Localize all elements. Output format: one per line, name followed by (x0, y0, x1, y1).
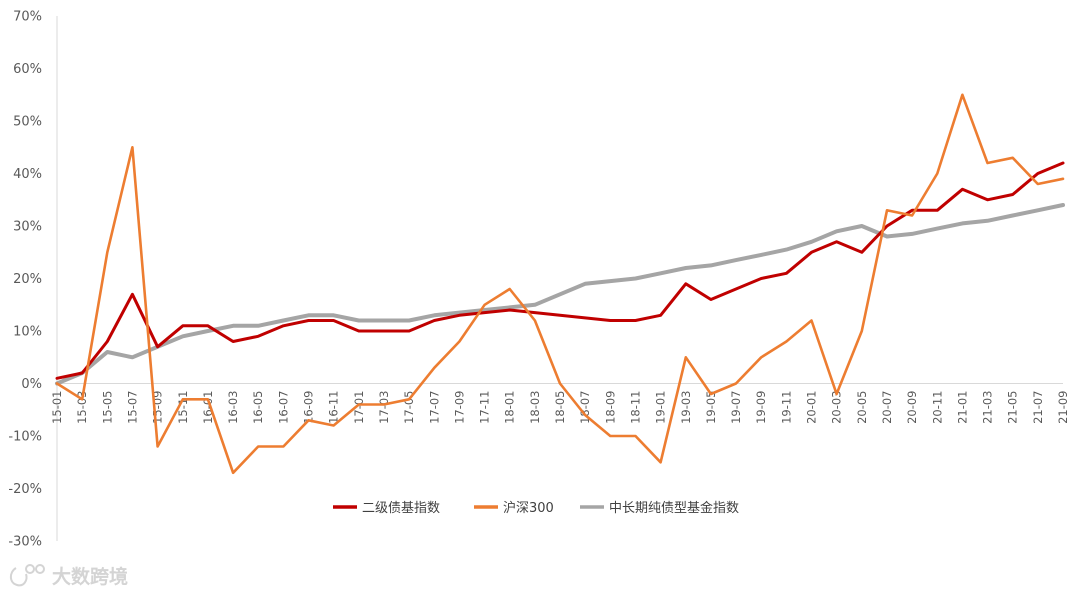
y-tick-label: 40% (13, 167, 42, 182)
x-tick-label: 17-01 (352, 391, 366, 424)
x-tick-label: 19-07 (729, 391, 743, 424)
x-tick-label: 16-11 (327, 391, 341, 424)
series-line-1 (55, 161, 1065, 380)
x-tick-label: 20-09 (905, 391, 919, 424)
x-tick-label: 19-05 (704, 391, 718, 424)
x-tick-label: 16-05 (251, 391, 265, 424)
legend-label: 沪深300 (503, 500, 554, 516)
x-tick-labels: 15-01 15-03 15-05 15-07 15-09 15-11 16-01 16-03… (50, 390, 1070, 423)
x-tick-label: 19-11 (779, 391, 793, 424)
x-tick-label: 20-03 (830, 391, 844, 424)
y-tick-label: -30% (8, 535, 42, 550)
watermark-logo-icon (9, 564, 45, 587)
x-tick-label: 21-01 (955, 391, 969, 424)
y-tick-label: 10% (13, 325, 42, 340)
x-tick-label: 15-05 (100, 391, 114, 424)
x-tick-label: 18-11 (628, 391, 642, 424)
legend: 二级债基指数 沪深300 中长期纯债型基金指数 (333, 500, 739, 516)
x-tick-label: 16-09 (302, 391, 316, 424)
x-tick-label: 19-03 (679, 391, 693, 424)
x-tick-label: 20-01 (805, 391, 819, 424)
y-tick-label: 50% (13, 115, 42, 130)
x-tick-label: 17-11 (478, 391, 492, 424)
x-tick-label: 18-07 (578, 391, 592, 424)
x-tick-label: 16-07 (276, 391, 290, 424)
x-tick-label: 17-05 (402, 391, 416, 424)
x-tick-label: 17-03 (377, 391, 391, 424)
x-tick-label: 21-05 (1006, 390, 1020, 423)
x-tick-label: 19-01 (654, 391, 668, 424)
y-tick-label: 70% (13, 10, 42, 25)
watermark-text: 大数跨境 (52, 565, 128, 588)
x-tick-label: 20-07 (880, 391, 894, 424)
legend-label: 中长期纯债型基金指数 (609, 500, 739, 516)
x-tick-label: 19-09 (754, 391, 768, 424)
x-tick-label: 17-07 (427, 391, 441, 424)
x-tick-label: 21-07 (1031, 391, 1045, 424)
y-tick-label: -20% (8, 482, 42, 497)
legend-label: 二级债基指数 (362, 501, 440, 516)
x-tick-label: 21-03 (981, 391, 995, 424)
y-tick-label: 0% (21, 377, 42, 392)
x-tick-label: 15-03 (75, 391, 89, 424)
y-tick-label: 30% (13, 220, 42, 235)
y-tick-label: -10% (8, 430, 42, 445)
y-tick-label: 20% (13, 272, 42, 287)
x-tick-label: 21-09 (1056, 391, 1070, 424)
y-tick-labels: -30% -20% -10% 0% 10% 20% 30% 40% 50% 60% 70% (8, 10, 42, 550)
x-tick-label: 15-01 (50, 391, 64, 424)
x-tick-label: 18-05 (553, 391, 567, 424)
x-tick-label: 20-05 (855, 391, 869, 424)
x-tick-label: 20-11 (930, 391, 944, 424)
x-tick-label: 18-09 (603, 391, 617, 424)
series-line-2 (55, 93, 1065, 475)
series-lines (55, 93, 1065, 475)
x-tick-label: 16-01 (201, 391, 215, 424)
x-tick-label: 17-09 (452, 391, 466, 424)
watermark: 大数跨境 (9, 564, 128, 588)
y-tick-label: 60% (13, 62, 42, 77)
x-tick-label: 15-07 (125, 391, 139, 424)
x-tick-label: 18-03 (528, 391, 542, 424)
x-tick-label: 16-03 (226, 391, 240, 424)
series-line-3 (55, 203, 1065, 386)
x-tick-label: 18-01 (503, 391, 517, 424)
